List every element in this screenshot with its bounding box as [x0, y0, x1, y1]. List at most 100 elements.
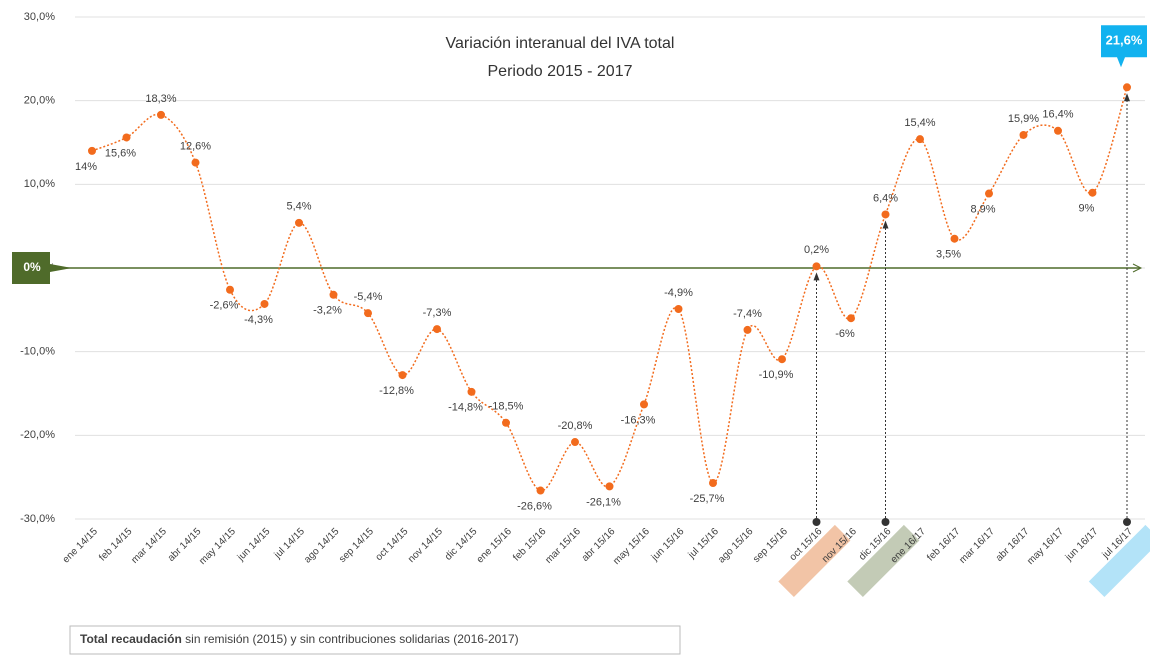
value-label: -4,3% [244, 314, 273, 326]
highlight-box [1088, 524, 1150, 598]
point [709, 479, 717, 488]
series-line [91, 87, 1128, 492]
point [571, 438, 579, 447]
point [364, 309, 372, 318]
value-label: -5,4% [354, 291, 383, 303]
value-label: 15,9% [1008, 113, 1039, 125]
value-label: -7,4% [733, 308, 762, 320]
value-label: -26,6% [517, 500, 552, 512]
arrow-head [882, 220, 889, 229]
zero-marker [12, 252, 72, 284]
x-tick-label: sep 15/16 [751, 526, 790, 565]
point [1019, 130, 1028, 139]
point [674, 304, 683, 313]
x-tick-label: mar 14/15 [129, 526, 169, 566]
x-tick-label: sep 14/15 [337, 526, 376, 565]
x-tick-label: jul 15/16 [686, 526, 722, 562]
x-tick-label: may 16/17 [1025, 526, 1066, 567]
y-tick-label: 20,0% [24, 95, 55, 107]
x-tick-label: jun 15/16 [649, 526, 687, 564]
point [1088, 188, 1097, 197]
value-label: -2,6% [210, 300, 239, 312]
x-tick-label: jul 14/15 [272, 526, 308, 562]
point [847, 314, 855, 323]
x-tick-label: nov 14/15 [406, 526, 445, 565]
x-tick-label: may 14/15 [197, 526, 238, 567]
y-tick-label: -20,0% [20, 429, 55, 441]
value-label: -10,9% [759, 369, 794, 381]
y-tick-label: 30,0% [24, 11, 55, 23]
point [985, 189, 993, 198]
point [1054, 126, 1062, 135]
x-tick-label: ene 15/16 [475, 526, 515, 566]
point [122, 133, 131, 142]
arrow-base [1123, 518, 1131, 526]
value-label: -26,1% [586, 496, 621, 508]
value-label: 3,5% [936, 249, 961, 261]
value-label: 16,4% [1042, 109, 1073, 121]
value-label: -20,8% [558, 420, 593, 432]
y-tick-label: 10,0% [24, 178, 55, 190]
chart-subtitle: Periodo 2015 - 2017 [488, 63, 633, 80]
highlight-box [847, 524, 920, 598]
arrow-base [881, 518, 890, 526]
y-tick-label: -30,0% [20, 513, 55, 525]
x-tick-label: jun 16/17 [1063, 526, 1101, 564]
x-tick-label: ene 14/15 [61, 526, 101, 566]
callout [1101, 25, 1147, 68]
x-tick-label: ago 14/15 [302, 526, 342, 566]
point [260, 299, 269, 308]
value-label: 18,3% [145, 93, 176, 105]
point [88, 146, 96, 155]
point [433, 325, 441, 334]
zero-label: 0% [23, 260, 41, 274]
x-tick-label: mar 16/17 [957, 526, 997, 566]
value-label: 15,6% [105, 147, 136, 159]
arrow-head [1124, 93, 1130, 102]
point [157, 110, 165, 119]
point [467, 387, 476, 396]
value-label: 8,9% [970, 203, 995, 215]
value-label: 6,4% [873, 192, 898, 204]
value-label: 9% [1079, 203, 1095, 215]
point [881, 210, 890, 219]
point [916, 135, 924, 144]
point [226, 285, 234, 294]
x-tick-label: may 15/16 [611, 526, 652, 567]
point [398, 371, 407, 380]
x-tick-label: jun 14/15 [235, 526, 273, 564]
value-label: -3,2% [313, 305, 342, 317]
value-label: 5,4% [286, 201, 311, 213]
point [536, 486, 545, 495]
note-text: sin remisión (2015) y sin contribuciones… [182, 632, 519, 646]
value-label: -6% [835, 328, 855, 340]
value-label: -25,7% [690, 493, 725, 505]
point [743, 325, 752, 334]
point [605, 482, 614, 491]
point [812, 262, 821, 271]
value-label: 21,6% [1106, 33, 1143, 48]
value-label: 15,4% [904, 117, 935, 129]
point [778, 355, 786, 364]
point [1123, 83, 1131, 92]
value-label: -4,9% [664, 287, 693, 299]
value-label: -18,5% [489, 401, 524, 413]
arrow-base [812, 518, 821, 526]
y-tick-label: -10,0% [20, 346, 55, 358]
value-label: -14,8% [448, 402, 483, 414]
value-label: 12,6% [180, 140, 211, 152]
value-label: 14% [75, 161, 97, 173]
zero-arrow [1132, 263, 1143, 273]
point [295, 218, 303, 227]
value-label: -7,3% [423, 307, 452, 319]
value-label: -12,8% [379, 385, 414, 397]
point [640, 400, 648, 409]
point [502, 418, 510, 427]
x-tick-label: ago 15/16 [716, 526, 756, 566]
chart-title: Variación interanual del IVA total [446, 35, 675, 52]
value-label: -16,3% [621, 414, 656, 426]
note: Total recaudación sin remisión (2015) y … [80, 632, 519, 646]
note-bold: Total recaudación [80, 632, 182, 646]
point [191, 158, 200, 167]
